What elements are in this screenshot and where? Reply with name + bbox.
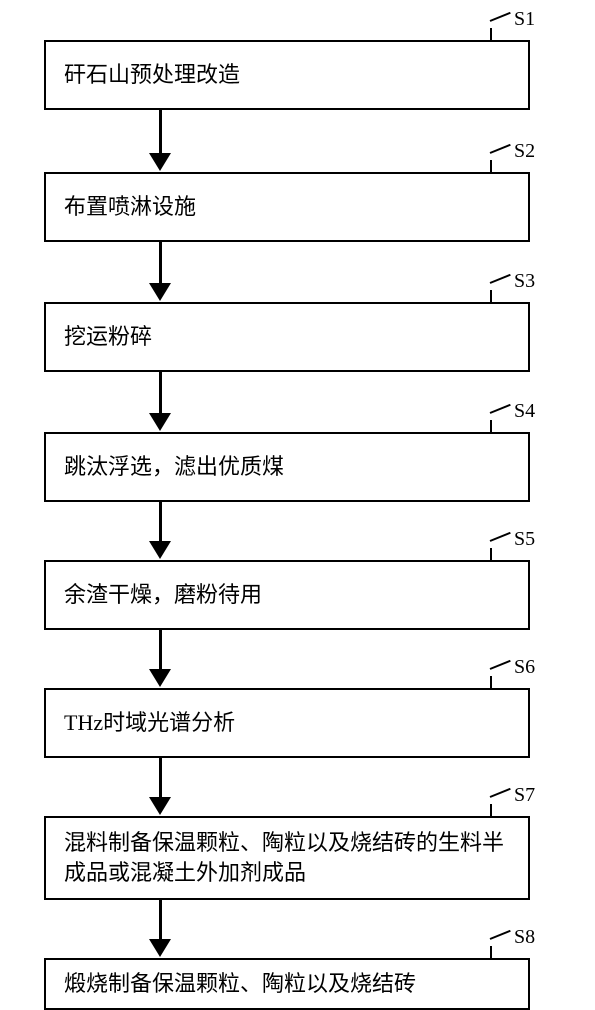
arrow-s5-s6	[149, 630, 171, 687]
leader	[490, 532, 511, 542]
step-text: 混料制备保温颗粒、陶粒以及烧结砖的生料半成品或混凝土外加剂成品	[64, 828, 516, 887]
connector-line	[159, 630, 162, 670]
leader	[490, 676, 492, 688]
step-s4: 跳汰浮选，滤出优质煤	[44, 432, 530, 502]
arrow-down-icon	[149, 939, 171, 957]
step-label-s7: S7	[514, 784, 535, 807]
connector-line	[159, 758, 162, 798]
step-s6: THz时域光谱分析	[44, 688, 530, 758]
arrow-s2-s3	[149, 242, 171, 301]
leader	[490, 160, 492, 172]
leader	[490, 274, 511, 284]
arrow-down-icon	[149, 669, 171, 687]
leader	[490, 420, 492, 432]
arrow-down-icon	[149, 153, 171, 171]
leader	[490, 804, 492, 816]
arrow-s4-s5	[149, 502, 171, 559]
step-label-s3: S3	[514, 270, 535, 293]
step-text: 矸石山预处理改造	[64, 60, 240, 90]
connector-line	[159, 110, 162, 154]
arrow-s3-s4	[149, 372, 171, 431]
step-s2: 布置喷淋设施	[44, 172, 530, 242]
arrow-down-icon	[149, 541, 171, 559]
connector-line	[159, 372, 162, 414]
connector-line	[159, 242, 162, 284]
leader	[490, 660, 511, 670]
arrow-s7-s8	[149, 900, 171, 957]
step-label-s2: S2	[514, 140, 535, 163]
leader	[490, 404, 511, 414]
step-s7: 混料制备保温颗粒、陶粒以及烧结砖的生料半成品或混凝土外加剂成品	[44, 816, 530, 900]
step-text: THz时域光谱分析	[64, 708, 235, 738]
step-s5: 余渣干燥，磨粉待用	[44, 560, 530, 630]
step-s1: 矸石山预处理改造	[44, 40, 530, 110]
leader	[490, 28, 492, 40]
arrow-down-icon	[149, 797, 171, 815]
step-label-s6: S6	[514, 656, 535, 679]
leader	[490, 12, 511, 22]
arrow-s1-s2	[149, 110, 171, 171]
step-label-s1: S1	[514, 8, 535, 31]
step-text: 布置喷淋设施	[64, 192, 196, 222]
step-s8: 煅烧制备保温颗粒、陶粒以及烧结砖	[44, 958, 530, 1010]
connector-line	[159, 900, 162, 940]
arrow-s6-s7	[149, 758, 171, 815]
leader	[490, 144, 511, 154]
leader	[490, 946, 492, 958]
step-label-s8: S8	[514, 926, 535, 949]
process-flowchart: 矸石山预处理改造 S1 布置喷淋设施 S2 挖运粉碎 S3 跳汰浮选，滤出优质煤 S4 余渣干燥…	[0, 0, 595, 1000]
step-text: 跳汰浮选，滤出优质煤	[64, 452, 284, 482]
arrow-down-icon	[149, 413, 171, 431]
step-text: 余渣干燥，磨粉待用	[64, 580, 262, 610]
leader	[490, 290, 492, 302]
step-text: 煅烧制备保温颗粒、陶粒以及烧结砖	[64, 969, 416, 999]
step-s3: 挖运粉碎	[44, 302, 530, 372]
leader	[490, 930, 511, 940]
step-text: 挖运粉碎	[64, 322, 152, 352]
step-label-s5: S5	[514, 528, 535, 551]
step-label-s4: S4	[514, 400, 535, 423]
arrow-down-icon	[149, 283, 171, 301]
leader	[490, 788, 511, 798]
leader	[490, 548, 492, 560]
connector-line	[159, 502, 162, 542]
